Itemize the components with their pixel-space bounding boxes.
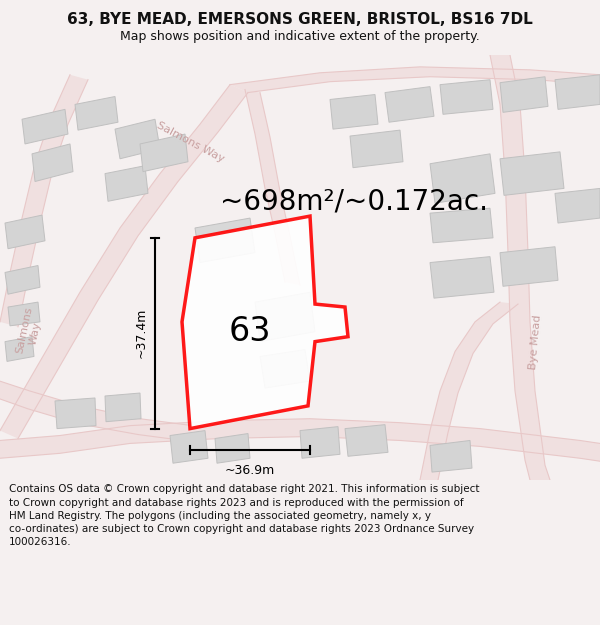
Polygon shape (420, 302, 518, 480)
Polygon shape (55, 398, 96, 429)
Polygon shape (32, 144, 73, 181)
Polygon shape (500, 152, 564, 196)
Polygon shape (555, 188, 600, 223)
Polygon shape (105, 166, 148, 201)
Polygon shape (8, 302, 40, 326)
Polygon shape (500, 77, 548, 112)
Polygon shape (255, 292, 315, 342)
Text: Map shows position and indicative extent of the property.: Map shows position and indicative extent… (120, 30, 480, 43)
Polygon shape (22, 109, 68, 144)
Polygon shape (75, 96, 118, 130)
Polygon shape (140, 134, 188, 172)
Polygon shape (0, 75, 88, 327)
Polygon shape (115, 119, 160, 159)
Polygon shape (350, 130, 403, 168)
Polygon shape (430, 441, 472, 472)
Text: ~36.9m: ~36.9m (225, 464, 275, 477)
Polygon shape (440, 80, 493, 114)
Polygon shape (345, 424, 388, 456)
Polygon shape (5, 215, 45, 249)
Polygon shape (0, 84, 248, 439)
Polygon shape (330, 94, 378, 129)
Text: 63: 63 (229, 315, 271, 348)
Polygon shape (170, 431, 208, 463)
Text: Salmons Way: Salmons Way (155, 120, 226, 164)
Polygon shape (0, 419, 600, 461)
Polygon shape (430, 257, 494, 298)
Text: ~37.4m: ~37.4m (134, 308, 148, 358)
Polygon shape (385, 87, 434, 123)
Polygon shape (555, 75, 600, 109)
Polygon shape (430, 208, 493, 242)
Polygon shape (5, 337, 34, 361)
Polygon shape (245, 89, 300, 285)
Text: Contains OS data © Crown copyright and database right 2021. This information is : Contains OS data © Crown copyright and d… (9, 484, 479, 547)
Polygon shape (105, 393, 141, 422)
Text: 63, BYE MEAD, EMERSONS GREEN, BRISTOL, BS16 7DL: 63, BYE MEAD, EMERSONS GREEN, BRISTOL, B… (67, 12, 533, 27)
Polygon shape (182, 216, 348, 429)
Polygon shape (430, 154, 495, 203)
Polygon shape (195, 218, 255, 262)
Polygon shape (490, 55, 550, 480)
Polygon shape (260, 349, 310, 388)
Polygon shape (5, 266, 40, 294)
Text: ~698m²/~0.172ac.: ~698m²/~0.172ac. (220, 188, 488, 215)
Polygon shape (0, 381, 200, 442)
Polygon shape (230, 67, 600, 92)
Text: Salmons
Way: Salmons Way (14, 306, 46, 358)
Text: Bye Mead: Bye Mead (527, 314, 542, 369)
Polygon shape (215, 434, 250, 463)
Polygon shape (300, 427, 340, 458)
Polygon shape (500, 247, 558, 286)
